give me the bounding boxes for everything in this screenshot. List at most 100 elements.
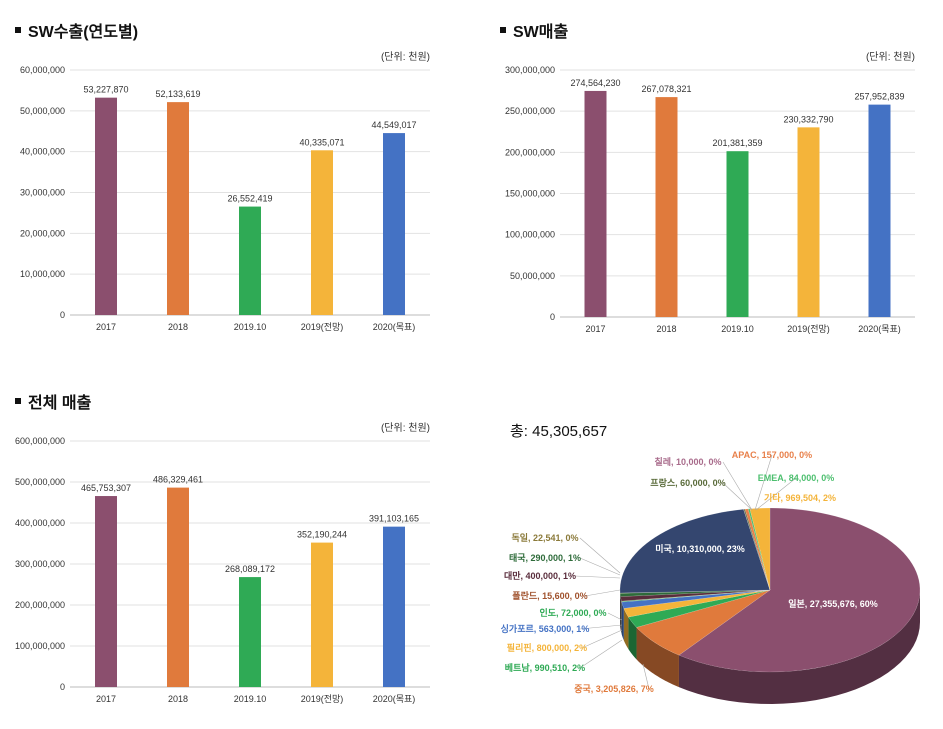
leader-line [579, 624, 623, 630]
pie-label: 일본, 27,355,676, 60% [788, 598, 878, 609]
pie-slice [743, 508, 771, 591]
y-tick-label: 0 [60, 310, 65, 320]
y-tick-label: 100,000,000 [15, 641, 65, 651]
x-tick-label: 2017 [96, 322, 116, 332]
y-tick-label: 60,000,000 [20, 65, 65, 75]
pie-slice [619, 589, 771, 594]
pie-label: 대만, 400,000, 1% [504, 570, 576, 581]
x-tick-label: 2018 [656, 324, 676, 334]
y-tick-label: 50,000,000 [510, 271, 555, 281]
pie-label: EMEA, 84,000, 0% [758, 473, 835, 483]
pie-label: 필리핀, 800,000, 2% [507, 642, 587, 653]
y-tick-label: 300,000,000 [15, 559, 65, 569]
pie-label: APAC, 157,000, 0% [732, 450, 812, 460]
y-tick-label: 250,000,000 [505, 106, 555, 116]
bar [655, 97, 678, 317]
pie-label: 싱가포르, 563,000, 1% [501, 623, 590, 634]
bar [95, 496, 117, 687]
pie-slice-side [623, 608, 629, 650]
y-tick-label: 600,000,000 [15, 436, 65, 446]
bar [797, 127, 820, 317]
chart1-title: SW수출(연도별) [15, 18, 138, 42]
data-label: 274,564,230 [570, 78, 620, 88]
data-label: 465,753,307 [81, 483, 131, 493]
x-tick-label: 2019.10 [721, 324, 754, 334]
pie-label: 베트남, 990,510, 2% [505, 662, 585, 673]
bar [239, 577, 261, 687]
x-tick-label: 2017 [585, 324, 605, 334]
leader-line [755, 477, 797, 511]
y-tick-label: 20,000,000 [20, 228, 65, 238]
data-label: 44,549,017 [371, 120, 416, 130]
y-tick-label: 100,000,000 [505, 230, 555, 240]
bar [95, 97, 117, 315]
leader-line [642, 663, 650, 690]
x-tick-label: 2019(전망) [301, 694, 344, 704]
pie-slice [678, 507, 921, 673]
pie-label: 칠레, 10,000, 0% [654, 456, 721, 467]
data-label: 391,103,165 [369, 514, 419, 524]
chart2-title: SW매출 [500, 18, 568, 42]
pie-slice [744, 508, 771, 591]
x-tick-label: 2019(전망) [301, 322, 344, 332]
data-label: 267,078,321 [641, 84, 691, 94]
pie-slice [749, 507, 771, 591]
x-tick-label: 2018 [168, 322, 188, 332]
pie-slice [619, 589, 771, 597]
bar [167, 487, 189, 687]
pie-label: 미국, 10,310,000, 23% [655, 543, 745, 554]
x-tick-label: 2019.10 [234, 322, 267, 332]
pie-label: 중국, 3,205,826, 7% [574, 684, 654, 694]
y-tick-label: 40,000,000 [20, 147, 65, 157]
data-label: 52,133,619 [155, 89, 200, 99]
pie-slice [621, 589, 771, 609]
leader-line [722, 482, 753, 511]
pie-slice-side [636, 627, 679, 688]
data-label: 486,329,461 [153, 475, 203, 485]
x-tick-label: 2020(목표) [858, 324, 901, 334]
pie-slice-side [678, 590, 920, 704]
y-tick-label: 0 [60, 682, 65, 692]
pie-label: 태국, 290,000, 1% [509, 552, 581, 563]
y-tick-label: 150,000,000 [505, 189, 555, 199]
pie-slice [636, 589, 771, 656]
x-tick-label: 2020(목표) [373, 322, 416, 332]
x-tick-label: 2018 [168, 694, 188, 704]
unit-label: (단위: 천원) [866, 50, 915, 63]
y-tick-label: 30,000,000 [20, 188, 65, 198]
y-tick-label: 50,000,000 [20, 106, 65, 116]
bullet-icon [500, 27, 506, 33]
pie-label: 폴란드, 15,600, 0% [512, 590, 587, 601]
data-label: 352,190,244 [297, 530, 347, 540]
pie-slice-side [628, 617, 637, 660]
bar [868, 104, 891, 317]
chart2-title-text: SW매출 [513, 24, 569, 41]
pie-label: 프랑스, 60,000, 0% [650, 477, 725, 488]
data-label: 268,089,172 [225, 564, 275, 574]
bar [383, 133, 405, 315]
y-tick-label: 200,000,000 [15, 600, 65, 610]
pie-slice [620, 589, 771, 602]
unit-label: (단위: 천원) [381, 421, 430, 434]
bar [311, 150, 333, 315]
pie-label: 독일, 22,541, 0% [511, 532, 578, 543]
pie-slice [747, 508, 771, 591]
pie-total: 총: 45,305,657 [510, 423, 608, 440]
leader-line [607, 612, 623, 621]
y-tick-label: 0 [550, 312, 555, 322]
bullet-icon [15, 27, 21, 33]
bar [311, 542, 333, 687]
data-label: 257,952,839 [854, 92, 904, 102]
bar [726, 151, 749, 317]
data-label: 26,552,419 [227, 194, 272, 204]
data-label: 230,332,790 [783, 114, 833, 124]
leader-line [579, 557, 621, 576]
unit-label: (단위: 천원) [381, 50, 430, 63]
y-tick-label: 10,000,000 [20, 269, 65, 279]
x-tick-label: 2017 [96, 694, 116, 704]
bullet-icon [15, 398, 21, 404]
y-tick-label: 500,000,000 [15, 477, 65, 487]
pie-slice-side [621, 602, 624, 641]
pie-label: 기타, 969,504, 2% [764, 492, 836, 503]
